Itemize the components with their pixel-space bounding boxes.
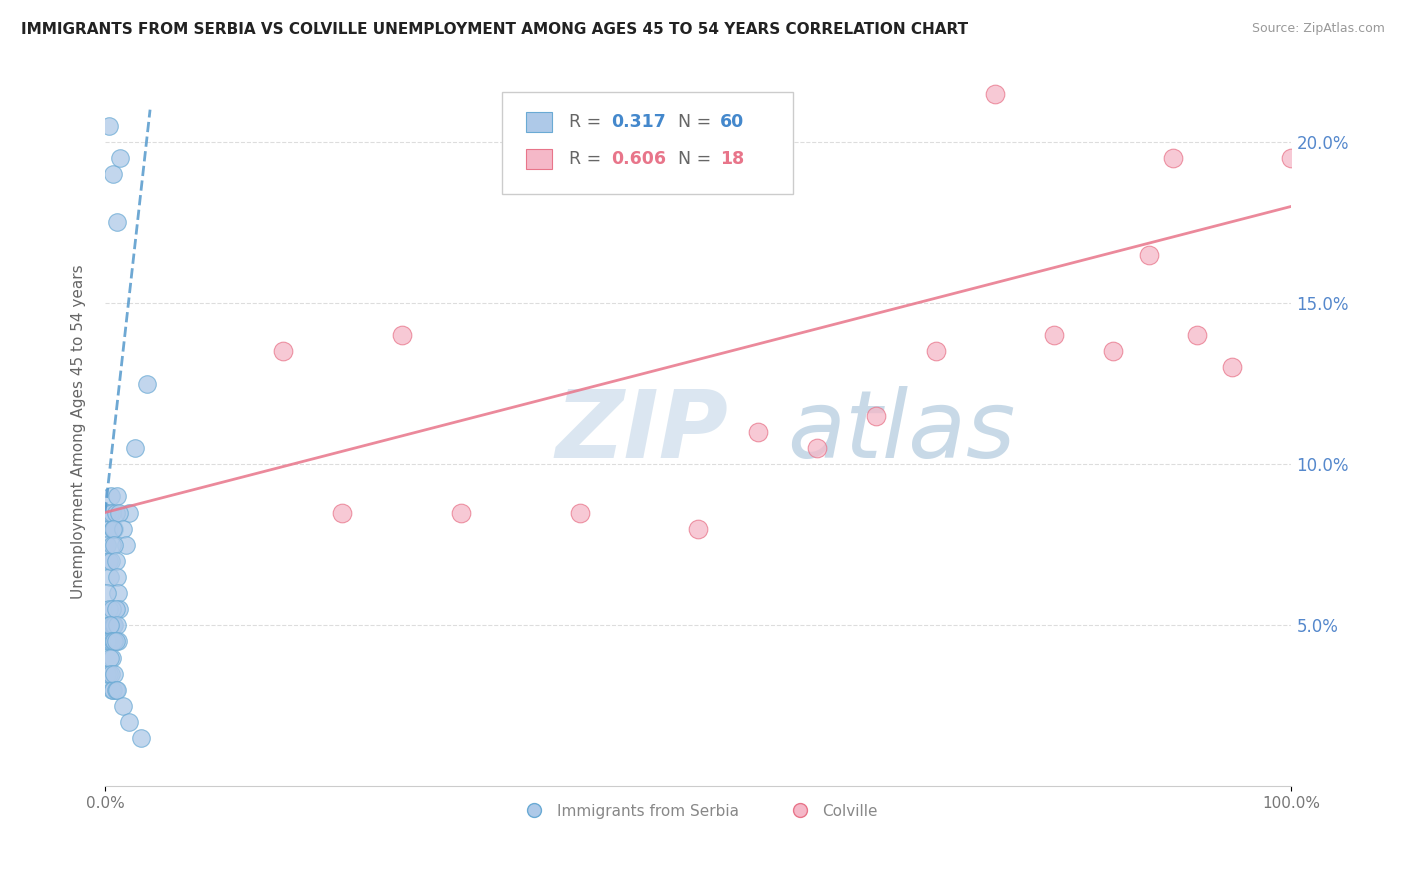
Point (103, 167, 125, 181)
Y-axis label: Unemployment Among Ages 45 to 54 years: Unemployment Among Ages 45 to 54 years (72, 265, 86, 599)
Point (104, 554, 127, 568)
Point (105, 682, 128, 697)
Point (97, 634, 120, 648)
Point (105, 215, 128, 229)
Text: N =: N = (668, 113, 717, 131)
Point (100, 618, 122, 632)
Text: Source: ZipAtlas.com: Source: ZipAtlas.com (1251, 22, 1385, 36)
Point (103, 618, 125, 632)
Point (271, 344, 294, 359)
Point (101, 650, 124, 665)
Text: R =: R = (569, 113, 606, 131)
Point (98, 506, 121, 520)
Text: 0.317: 0.317 (612, 113, 666, 131)
Point (450, 506, 472, 520)
Point (103, 522, 125, 536)
Text: N =: N = (668, 150, 717, 168)
Point (96, 538, 118, 552)
Point (103, 634, 125, 648)
Point (806, 441, 828, 455)
Point (101, 506, 124, 520)
Point (103, 522, 125, 536)
Text: ZIP: ZIP (555, 386, 728, 478)
Text: IMMIGRANTS FROM SERBIA VS COLVILLE UNEMPLOYMENT AMONG AGES 45 TO 54 YEARS CORREL: IMMIGRANTS FROM SERBIA VS COLVILLE UNEMP… (21, 22, 969, 37)
Point (1043, 328, 1066, 343)
Point (104, 602, 127, 616)
Point (100, 554, 122, 568)
Point (100, 666, 122, 681)
Point (104, 634, 127, 648)
Point (688, 522, 710, 536)
Point (103, 634, 125, 648)
Point (135, 376, 157, 391)
Point (115, 538, 138, 552)
Point (101, 602, 124, 616)
Point (105, 490, 128, 504)
Point (107, 634, 129, 648)
Point (108, 602, 131, 616)
Text: 60: 60 (720, 113, 744, 131)
Point (96, 506, 118, 520)
Point (97, 554, 120, 568)
Point (97, 522, 120, 536)
Point (1281, 151, 1303, 165)
Text: 18: 18 (720, 150, 744, 168)
Point (100, 490, 122, 504)
Point (101, 538, 124, 552)
Point (105, 570, 128, 584)
Point (747, 425, 769, 439)
Point (1137, 248, 1160, 262)
Point (1185, 328, 1208, 343)
Point (96, 634, 118, 648)
Legend: Immigrants from Serbia, Colville: Immigrants from Serbia, Colville (512, 797, 884, 825)
Point (1220, 360, 1243, 375)
Point (98, 618, 121, 632)
Point (103, 538, 125, 552)
Point (96, 586, 118, 600)
Point (568, 506, 591, 520)
Point (330, 506, 353, 520)
Point (1161, 151, 1184, 165)
Point (111, 522, 134, 536)
Point (100, 634, 122, 648)
Point (118, 506, 141, 520)
Point (865, 409, 887, 423)
Point (1102, 344, 1125, 359)
Text: atlas: atlas (787, 386, 1015, 477)
Point (129, 731, 152, 746)
Point (391, 328, 413, 343)
Point (110, 151, 132, 165)
Text: 0.606: 0.606 (612, 150, 666, 168)
Point (103, 522, 125, 536)
Point (924, 344, 946, 359)
Text: R =: R = (569, 150, 606, 168)
Point (101, 682, 124, 697)
Point (103, 618, 125, 632)
FancyBboxPatch shape (526, 149, 553, 169)
FancyBboxPatch shape (526, 112, 553, 132)
Point (97, 602, 120, 616)
Point (97, 119, 120, 133)
Point (111, 698, 134, 713)
Point (98, 618, 121, 632)
Point (97, 666, 120, 681)
Point (98, 570, 121, 584)
FancyBboxPatch shape (502, 92, 793, 194)
Point (98, 650, 121, 665)
Point (103, 682, 125, 697)
Point (118, 714, 141, 729)
Point (107, 586, 129, 600)
Point (103, 666, 125, 681)
Point (96, 666, 118, 681)
Point (108, 506, 131, 520)
Point (104, 682, 127, 697)
Point (104, 506, 127, 520)
Point (105, 618, 128, 632)
Point (984, 87, 1007, 101)
Point (124, 441, 146, 455)
